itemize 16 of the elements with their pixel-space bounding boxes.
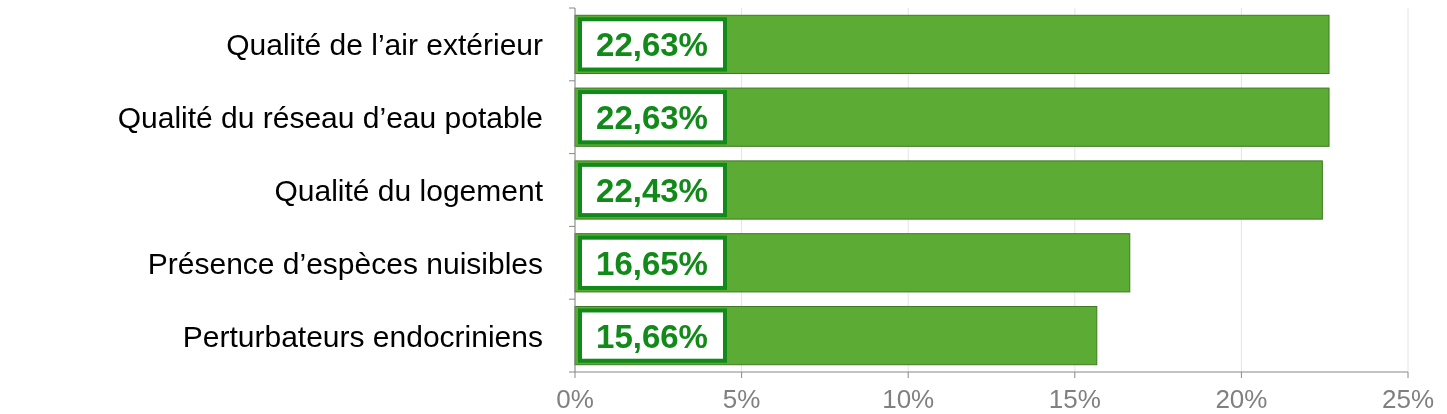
x-tick-label: 25% xyxy=(1381,384,1435,414)
x-tick-label: 0% xyxy=(556,384,594,414)
y-tick-label: Perturbateurs endocriniens xyxy=(182,319,543,353)
y-tick-label: Qualité du logement xyxy=(274,174,544,207)
data-label: 22,63% xyxy=(596,26,708,64)
y-tick-label: Qualité de l’air extérieur xyxy=(226,28,543,62)
data-label: 16,65% xyxy=(596,244,708,282)
y-tick-label: Présence d’espèces nuisibles xyxy=(147,246,543,280)
x-tick-label: 20% xyxy=(1215,384,1268,414)
data-label: 22,43% xyxy=(596,172,708,209)
x-tick-label: 5% xyxy=(722,384,761,414)
x-tick-label: 10% xyxy=(882,384,935,414)
data-label: 15,66% xyxy=(596,317,708,355)
y-tick-label: Qualité du réseau d’eau potable xyxy=(117,101,543,135)
x-tick-label: 15% xyxy=(1048,384,1101,414)
data-label: 22,63% xyxy=(596,99,708,137)
